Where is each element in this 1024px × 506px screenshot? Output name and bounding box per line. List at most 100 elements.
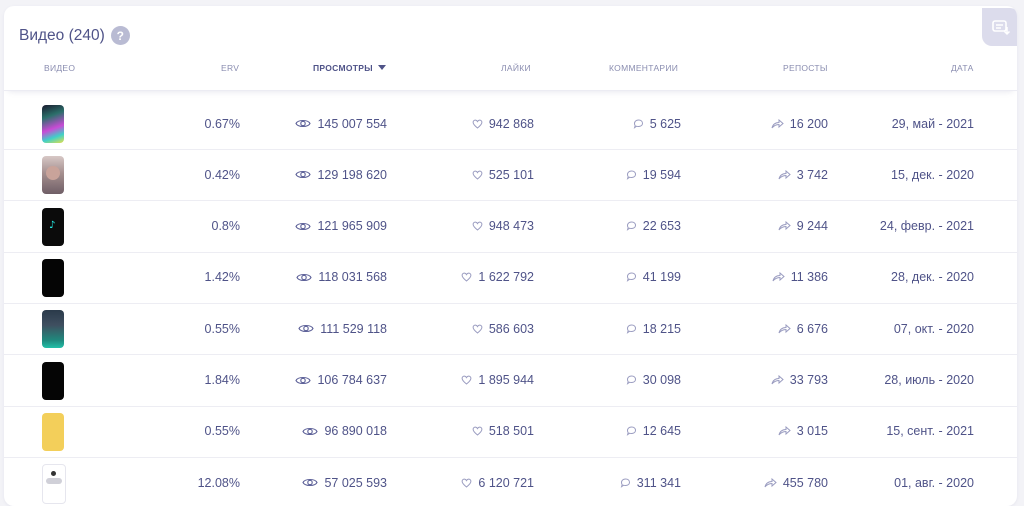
likes-cell: 6 120 721: [461, 457, 534, 506]
video-thumbnail[interactable]: [42, 156, 64, 195]
comments-cell: 311 341: [620, 457, 681, 506]
erv-cell: 1.42%: [205, 252, 240, 303]
comments-value: 41 199: [642, 270, 681, 285]
comments-value: 12 645: [642, 424, 681, 439]
date-value: 15, дек. - 2020: [891, 167, 974, 182]
video-thumbnail[interactable]: [42, 412, 64, 451]
erv-value: 0.55%: [204, 424, 240, 439]
comments-cell: 22 653: [626, 201, 681, 252]
video-thumbnail[interactable]: [42, 105, 64, 143]
video-thumbnail[interactable]: [42, 310, 64, 349]
reposts-value: 11 386: [790, 270, 828, 285]
column-header-views[interactable]: ПРОСМОТРЫ: [313, 63, 386, 73]
views-cell: 96 890 018: [302, 406, 387, 457]
erv-cell: 0.55%: [205, 406, 240, 457]
comments-cell: 5 625: [633, 98, 681, 149]
heart-icon: [461, 478, 472, 488]
reposts-cell: 9 244: [778, 201, 828, 252]
video-thumbnail[interactable]: [42, 258, 64, 297]
heart-icon: [472, 119, 483, 129]
column-header-reposts[interactable]: РЕПОСТЫ: [783, 63, 828, 73]
share-icon: [778, 323, 791, 334]
export-button[interactable]: [982, 8, 1017, 46]
erv-cell: 0.55%: [205, 303, 240, 354]
erv-cell: 1.84%: [205, 355, 240, 406]
erv-cell: 0.67%: [205, 98, 240, 149]
views-cell: 129 198 620: [295, 149, 387, 200]
table-row[interactable]: 0.55% 111 529 118 586 603 18 215 6 676 07, ок…: [4, 303, 1017, 356]
column-header-comments[interactable]: КОММЕНТАРИИ: [609, 63, 679, 73]
likes-cell: 525 101: [472, 149, 534, 200]
erv-value: 0.8%: [211, 219, 241, 234]
eye-icon: [296, 272, 313, 283]
erv-value: 0.67%: [204, 116, 240, 131]
column-header-date[interactable]: ДАТА: [951, 63, 974, 73]
column-header-erv[interactable]: ERV: [221, 63, 240, 73]
erv-value: 0.42%: [204, 167, 240, 182]
likes-cell: 948 473: [472, 201, 534, 252]
views-cell: 106 784 637: [295, 355, 387, 406]
reposts-cell: 16 200: [771, 98, 828, 149]
share-icon: [771, 118, 784, 129]
date-cell: 29, май - 2021: [892, 98, 974, 149]
erv-value: 1.84%: [204, 373, 240, 387]
video-thumbnail[interactable]: ♪: [42, 207, 64, 246]
likes-value: 1 895 944: [478, 373, 534, 387]
table-row[interactable]: 1.42% 118 031 568 1 622 792 41 199 11 386 28,…: [4, 252, 1017, 304]
comment-icon: [626, 221, 637, 231]
likes-value: 1 622 792: [478, 270, 534, 285]
views-value: 121 965 909: [317, 219, 387, 234]
comments-cell: 12 645: [626, 406, 681, 457]
heart-icon: [472, 170, 483, 180]
comments-cell: 30 098: [626, 355, 681, 406]
table-row[interactable]: 0.55% 96 890 018 518 501 12 645 3 015 15, сен…: [4, 406, 1017, 458]
table-row[interactable]: ♪ 0.8% 121 965 909 948 473 22 653 9 244 24, фе…: [4, 201, 1017, 253]
likes-cell: 1 895 944: [461, 355, 534, 406]
heart-icon: [472, 426, 483, 436]
export-icon: [992, 20, 1011, 36]
comment-icon: [633, 118, 644, 129]
help-icon[interactable]: ?: [110, 26, 130, 45]
reposts-value: 6 676: [796, 321, 828, 336]
comments-value: 19 594: [642, 167, 681, 182]
heart-icon: [472, 324, 483, 334]
date-cell: 24, февр. - 2021: [880, 201, 974, 252]
views-cell: 118 031 568: [296, 252, 387, 303]
table-row[interactable]: 0.67% 145 007 554 942 868 5 625 16 200 29, ма…: [4, 98, 1017, 150]
comment-icon: [626, 426, 637, 437]
reposts-cell: 11 386: [772, 252, 828, 303]
videos-card: Видео (240) ? ВИДЕО ERV ПРОСМОТРЫ ЛАЙКИ …: [4, 6, 1017, 506]
views-value: 106 784 637: [317, 373, 387, 387]
comments-value: 5 625: [649, 116, 681, 131]
share-icon: [771, 375, 784, 385]
comments-value: 311 341: [636, 475, 681, 490]
comments-value: 30 098: [642, 373, 681, 387]
erv-cell: 0.42%: [205, 149, 240, 200]
erv-cell: 12.08%: [198, 457, 240, 506]
column-header-likes[interactable]: ЛАЙКИ: [501, 63, 531, 73]
date-value: 15, сент. - 2021: [886, 424, 974, 439]
heart-icon: [461, 375, 472, 385]
heart-icon: [461, 272, 472, 283]
section-title: Видео (240): [19, 26, 105, 44]
video-thumbnail[interactable]: [42, 464, 66, 505]
table-row[interactable]: 1.84% 106 784 637 1 895 944 30 098 33 793 28,…: [4, 355, 1017, 407]
date-cell: 07, окт. - 2020: [894, 303, 974, 354]
comment-icon: [626, 170, 637, 180]
table-row[interactable]: 0.42% 129 198 620 525 101 19 594 3 742 15, де…: [4, 149, 1017, 202]
views-cell: 145 007 554: [295, 98, 387, 149]
date-value: 29, май - 2021: [891, 116, 974, 131]
share-icon: [778, 426, 791, 436]
likes-cell: 1 622 792: [461, 252, 534, 303]
share-icon: [778, 169, 791, 180]
reposts-cell: 455 780: [764, 457, 828, 506]
eye-icon: [295, 375, 312, 386]
table-row[interactable]: 12.08% 57 025 593 6 120 721 311 341 455 780 0…: [4, 457, 1017, 506]
views-cell: 111 529 118: [298, 303, 387, 354]
section-header: Видео (240) ?: [19, 26, 130, 45]
column-header-video[interactable]: ВИДЕО: [44, 63, 76, 73]
video-thumbnail[interactable]: [42, 361, 64, 400]
date-value: 24, февр. - 2021: [879, 219, 974, 234]
views-value: 96 890 018: [324, 424, 387, 439]
reposts-value: 33 793: [789, 373, 828, 387]
